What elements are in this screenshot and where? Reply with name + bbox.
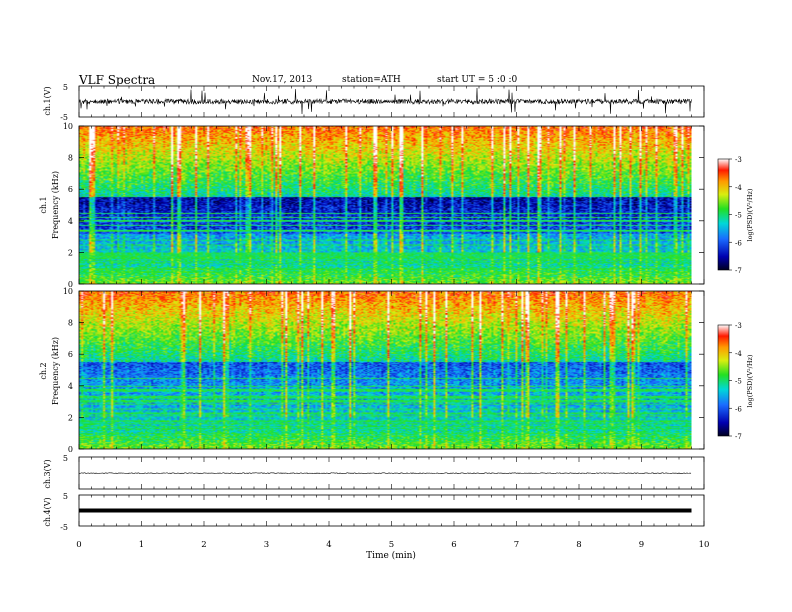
x-tick-label: 1 bbox=[139, 540, 144, 550]
spec2-channel-label: ch.2 bbox=[39, 362, 48, 379]
ch3-x-ticks bbox=[78, 457, 705, 489]
colorbar-tick-label: -5 bbox=[735, 378, 742, 386]
ch1-ytick-top: 5 bbox=[63, 83, 68, 92]
colorbar-tick-label: -6 bbox=[735, 239, 742, 247]
x-tick-label: 3 bbox=[264, 540, 269, 550]
colorbar-tick-label: -4 bbox=[735, 184, 742, 192]
ch4-waveform-panel: 5 -5 ch.4(V) bbox=[43, 492, 705, 532]
colorbar-ch2: -3 -4 -5 -6 -7 log(PSD)(V²/Hz) bbox=[717, 322, 754, 441]
spectrogram-ch2: 0 2 4 6 8 10 ch.2 Frequency (kHz) bbox=[39, 287, 705, 454]
spectrogram-ch1-yticks: 0 2 4 6 8 10 bbox=[63, 122, 704, 289]
freq-tick-label: 0 bbox=[68, 445, 73, 454]
x-tick-label: 9 bbox=[639, 540, 644, 550]
colorbar-tick-label: -5 bbox=[735, 212, 742, 220]
colorbar-tick-label: -3 bbox=[735, 322, 742, 330]
colorbar-tick-label: -7 bbox=[735, 267, 742, 275]
spec1-channel-label: ch.1 bbox=[39, 196, 48, 213]
spectrogram-ch2-xticks bbox=[78, 291, 705, 449]
colorbar-tick-label: -4 bbox=[735, 350, 742, 358]
spec2-freq-label: Frequency (kHz) bbox=[51, 337, 60, 405]
station-text: station=ATH bbox=[342, 75, 401, 85]
ch1-ytick-bottom: -5 bbox=[60, 113, 68, 122]
ch1-waveform-trace bbox=[78, 87, 692, 115]
colorbar-ch1: -3 -4 -5 -6 -7 log(PSD)(V²/Hz) bbox=[717, 156, 754, 275]
freq-tick-label: 4 bbox=[68, 217, 73, 226]
freq-tick-label: 2 bbox=[68, 248, 73, 257]
x-tick-label: 7 bbox=[514, 540, 519, 550]
x-axis-tick-labels: 0 1 2 3 4 5 6 7 8 9 10 bbox=[76, 540, 709, 550]
ch1-x-ticks bbox=[78, 86, 705, 117]
spec1-freq-label: Frequency (kHz) bbox=[51, 171, 60, 239]
x-tick-label: 4 bbox=[326, 540, 331, 550]
x-tick-label: 0 bbox=[76, 540, 81, 550]
x-tick-label: 2 bbox=[201, 540, 206, 550]
freq-tick-label: 10 bbox=[63, 122, 73, 131]
colorbar-tick-label: -3 bbox=[735, 156, 742, 164]
ch3-ytick-top: 5 bbox=[63, 454, 68, 463]
spectrogram-ch2-yticks: 0 2 4 6 8 10 bbox=[63, 287, 704, 454]
ch4-axis-label: ch.4(V) bbox=[43, 497, 52, 526]
spectrogram-ch1-image bbox=[79, 126, 692, 284]
x-tick-label: 10 bbox=[699, 540, 710, 550]
freq-tick-label: 0 bbox=[68, 280, 73, 289]
colorbar-ch1-label: log(PSD)(V²/Hz) bbox=[746, 188, 754, 241]
freq-tick-label: 6 bbox=[68, 185, 73, 194]
ch3-axis-label: ch.3(V) bbox=[43, 459, 52, 488]
colorbar-ch1-ticks: -3 -4 -5 -6 -7 bbox=[729, 156, 742, 275]
spectrogram-ch2-image bbox=[79, 291, 692, 449]
freq-tick-label: 8 bbox=[68, 154, 73, 163]
ch4-ytick-bottom: -5 bbox=[60, 523, 68, 532]
date-text: Nov.17, 2013 bbox=[252, 75, 313, 85]
ch3-waveform-trace bbox=[79, 472, 692, 475]
ch4-waveform-trace bbox=[79, 508, 692, 513]
figure-title: VLF Spectra bbox=[78, 73, 155, 87]
freq-tick-label: 8 bbox=[68, 319, 73, 328]
freq-tick-label: 4 bbox=[68, 382, 73, 391]
colorbar-tick-label: -6 bbox=[735, 405, 742, 413]
ch1-axis-label: ch.1(V) bbox=[43, 86, 52, 115]
ch4-ytick-top: 5 bbox=[63, 492, 68, 501]
colorbar-ch2-ticks: -3 -4 -5 -6 -7 bbox=[729, 322, 742, 441]
x-tick-label: 8 bbox=[576, 540, 581, 550]
ch1-waveform-panel: 5 -5 ch.1(V) bbox=[43, 83, 705, 122]
ch3-waveform-panel: 5 ch.3(V) bbox=[43, 454, 705, 490]
x-axis-label: Time (min) bbox=[366, 550, 416, 561]
freq-tick-label: 6 bbox=[68, 350, 73, 359]
x-tick-label: 5 bbox=[389, 540, 394, 550]
ch4-x-ticks bbox=[78, 495, 705, 526]
freq-tick-label: 10 bbox=[63, 287, 73, 296]
start-time-text: start UT = 5 :0 :0 bbox=[437, 75, 517, 85]
spectrogram-ch1: 0 2 4 6 8 10 ch.1 Frequency (kHz) bbox=[39, 122, 705, 289]
colorbar-ch2-label: log(PSD)(V²/Hz) bbox=[746, 354, 754, 407]
spectrogram-ch1-xticks bbox=[78, 126, 705, 284]
colorbar-tick-label: -7 bbox=[735, 433, 742, 441]
freq-tick-label: 2 bbox=[68, 413, 73, 422]
x-tick-label: 6 bbox=[451, 540, 456, 550]
